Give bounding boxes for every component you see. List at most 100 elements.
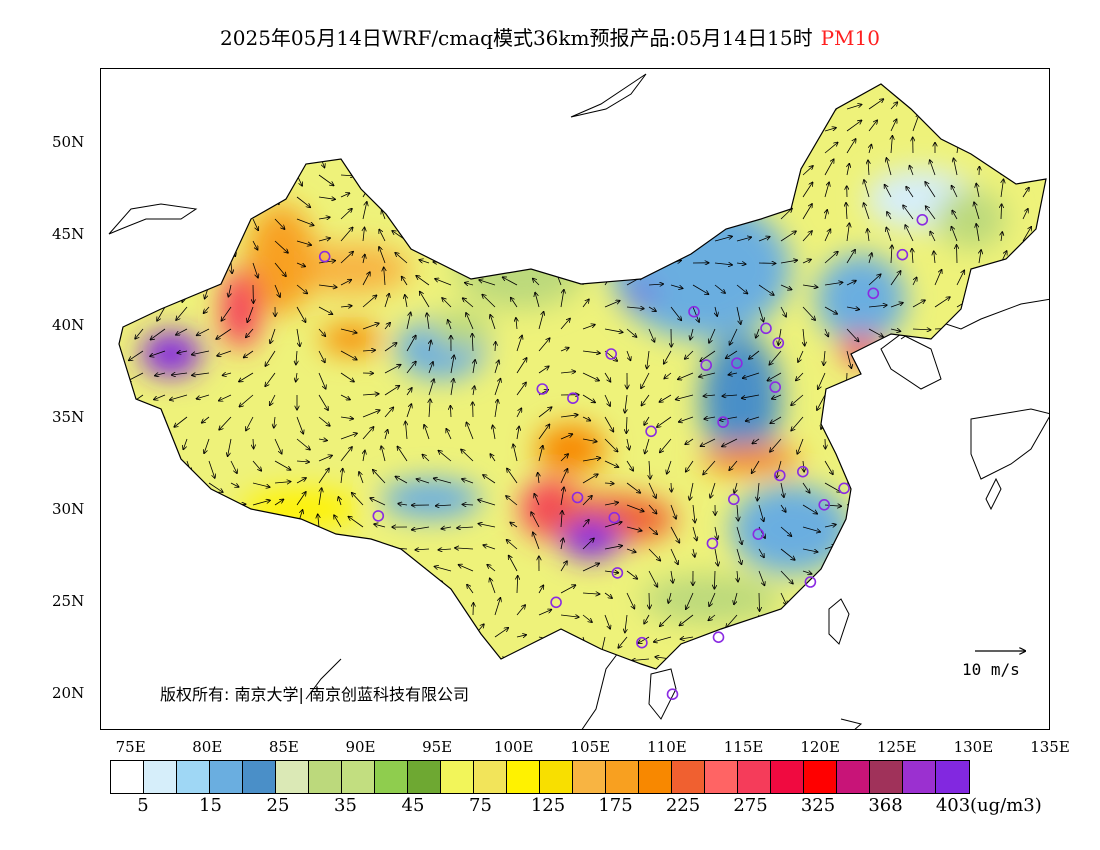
wind-arrow [561, 658, 564, 668]
wind-arrow [956, 270, 964, 286]
wind-arrow [384, 131, 396, 133]
wind-arrow [1010, 559, 1024, 572]
wind-arrow [538, 585, 543, 594]
wind-arrow [435, 279, 452, 286]
wind-arrow [582, 372, 599, 381]
wind-arrow [318, 468, 329, 484]
wind-arrow [560, 469, 568, 484]
wind-arrow [446, 429, 452, 440]
wind-arrow [164, 658, 174, 669]
wind-arrow [670, 548, 678, 564]
wind-arrow [198, 108, 210, 110]
wind-arrow [758, 171, 777, 176]
wind-arrow [1022, 394, 1032, 406]
wind-arrow [142, 240, 156, 251]
legend-swatch [474, 761, 507, 793]
wind-arrow [165, 174, 166, 184]
wind-arrow [595, 681, 605, 688]
wind-arrow [864, 180, 870, 198]
wind-arrow [340, 328, 357, 333]
wind-arrow [208, 658, 212, 669]
wind-arrow [935, 469, 937, 484]
wind-arrow [270, 328, 276, 343]
wind-arrow [296, 262, 305, 267]
wind-arrow [202, 416, 210, 423]
wind-arrow [362, 108, 368, 126]
wind-arrow [644, 416, 650, 425]
wind-arrow [274, 240, 288, 253]
wind-arrow [752, 460, 760, 473]
wind-arrow [626, 416, 627, 433]
wind-arrow [990, 581, 1002, 594]
wind-arrow [912, 621, 918, 638]
wind-arrow [296, 416, 303, 434]
wind-arrow [758, 284, 774, 295]
wind-arrow [965, 518, 980, 528]
wind-arrow [664, 350, 672, 364]
wind-arrow [428, 379, 434, 396]
wind-arrow [604, 328, 623, 332]
wind-arrow [868, 372, 873, 384]
wind-arrow [780, 504, 786, 512]
wind-arrow [427, 597, 429, 616]
station-marker [550, 596, 562, 609]
wind-arrow [1001, 179, 1004, 198]
wind-arrow [120, 539, 126, 550]
wind-arrow [912, 416, 927, 424]
wind-arrow [406, 653, 424, 660]
wind-arrow [1001, 689, 1010, 704]
wind-arrow [395, 208, 408, 220]
wind-arrow [978, 372, 989, 380]
wind-arrow [1022, 280, 1038, 286]
wind-arrow [868, 438, 881, 448]
wind-arrow [1000, 328, 1014, 333]
wind-arrow [340, 580, 344, 594]
wind-arrow [954, 158, 958, 176]
wind-arrow [296, 306, 306, 322]
wind-arrow [560, 319, 570, 330]
wind-arrow [121, 703, 135, 713]
wind-arrow [243, 152, 254, 163]
wind-arrow [956, 435, 969, 440]
wind-arrow [847, 416, 848, 431]
wind-arrow [247, 306, 254, 322]
wind-arrow [516, 408, 521, 418]
wind-arrow [120, 262, 132, 270]
wind-arrow [722, 438, 738, 447]
legend-swatch [375, 761, 408, 793]
legend-tick: 35 [334, 795, 357, 816]
wind-arrow [904, 558, 914, 572]
wind-arrow [912, 300, 925, 308]
wind-arrow [459, 263, 474, 264]
wind-arrow [204, 438, 210, 453]
station-marker [611, 567, 624, 579]
legend-swatch [210, 761, 243, 793]
wind-arrow [709, 592, 716, 606]
legend-swatch [903, 761, 936, 793]
wind-arrow [560, 290, 564, 308]
wind-arrow [613, 681, 627, 683]
wind-arrow [384, 146, 400, 154]
wind-arrow [120, 460, 129, 467]
wind-arrow [494, 400, 498, 418]
wind-arrow [802, 592, 814, 601]
wind-arrow [517, 427, 519, 440]
wind-arrow [780, 548, 795, 560]
wind-arrow [230, 636, 240, 652]
wind-arrow [274, 615, 283, 617]
wind-arrow [972, 495, 980, 506]
wind-arrow [670, 504, 676, 519]
pollutant-label: PM10 [820, 26, 880, 50]
wind-arrow [340, 394, 350, 400]
wind-arrow [685, 438, 694, 444]
wind-arrow [477, 194, 496, 198]
wind-arrow [406, 312, 411, 330]
wind-arrow [192, 373, 210, 375]
wind-arrow [164, 636, 179, 648]
wind-arrow [318, 609, 334, 616]
wind-arrow [1000, 274, 1015, 286]
wind-arrow [142, 174, 151, 189]
wind-arrow [944, 582, 958, 594]
station-marker [688, 305, 700, 318]
wind-arrow [770, 438, 782, 452]
